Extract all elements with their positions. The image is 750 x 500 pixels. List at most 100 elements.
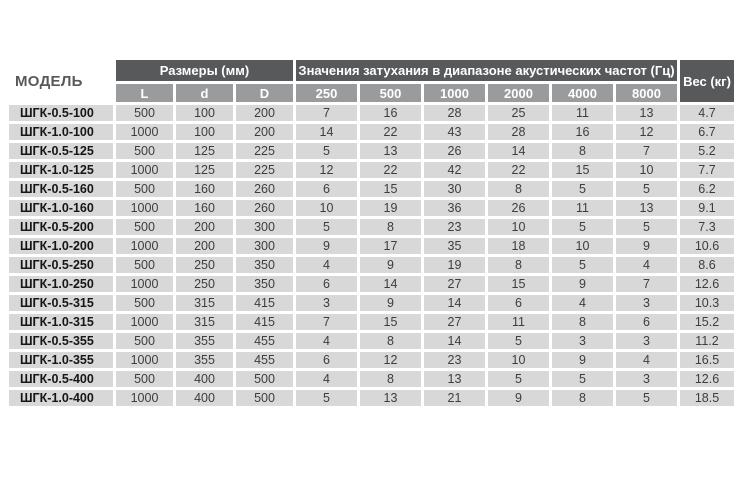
weight-column-header: Вес (кг) xyxy=(680,60,734,102)
att-8000-cell: 7 xyxy=(616,143,677,159)
dim-L-cell: 1000 xyxy=(116,390,173,406)
dim-L-cell: 500 xyxy=(116,181,173,197)
att-4000-cell: 11 xyxy=(552,200,613,216)
att-4000-cell: 5 xyxy=(552,181,613,197)
att-8000-cell: 3 xyxy=(616,371,677,387)
model-cell: ШГК-0.5-160 xyxy=(9,181,113,197)
att-500-cell: 19 xyxy=(360,200,421,216)
dimensions-group-header: Размеры (мм) xyxy=(116,60,293,81)
att-2000-cell: 15 xyxy=(488,276,549,292)
att-8000-cell: 5 xyxy=(616,219,677,235)
att-1000-cell: 28 xyxy=(424,105,485,121)
att-500-cell: 17 xyxy=(360,238,421,254)
dim-d-cell: 125 xyxy=(176,143,233,159)
att-1000-cell: 36 xyxy=(424,200,485,216)
att-2000-cell: 14 xyxy=(488,143,549,159)
att-2000-cell: 25 xyxy=(488,105,549,121)
table-row: ШГК-1.0-125 1000 125 225 12 22 42 22 15 10 7.7 xyxy=(9,162,734,178)
att-4000-cell: 9 xyxy=(552,352,613,368)
model-cell: ШГК-0.5-355 xyxy=(9,333,113,349)
att-500-cell: 8 xyxy=(360,371,421,387)
dim-d-cell: 160 xyxy=(176,200,233,216)
table-row: ШГК-0.5-200 500 200 300 5 8 23 10 5 5 7.3 xyxy=(9,219,734,235)
col-header-500: 500 xyxy=(360,84,421,102)
att-1000-cell: 27 xyxy=(424,314,485,330)
att-4000-cell: 10 xyxy=(552,238,613,254)
dim-d-cell: 250 xyxy=(176,257,233,273)
weight-cell: 18.5 xyxy=(680,390,734,406)
weight-cell: 8.6 xyxy=(680,257,734,273)
dim-d-cell: 400 xyxy=(176,390,233,406)
dim-d-cell: 100 xyxy=(176,124,233,140)
col-header-4000: 4000 xyxy=(552,84,613,102)
att-1000-cell: 30 xyxy=(424,181,485,197)
att-500-cell: 13 xyxy=(360,390,421,406)
att-4000-cell: 8 xyxy=(552,314,613,330)
att-4000-cell: 3 xyxy=(552,333,613,349)
dim-D-cell: 500 xyxy=(236,390,293,406)
model-cell: ШГК-0.5-125 xyxy=(9,143,113,159)
dim-d-cell: 200 xyxy=(176,238,233,254)
att-4000-cell: 4 xyxy=(552,295,613,311)
dim-L-cell: 500 xyxy=(116,257,173,273)
att-4000-cell: 11 xyxy=(552,105,613,121)
model-cell: ШГК-1.0-100 xyxy=(9,124,113,140)
att-1000-cell: 27 xyxy=(424,276,485,292)
col-header-2000: 2000 xyxy=(488,84,549,102)
att-500-cell: 15 xyxy=(360,181,421,197)
dim-d-cell: 200 xyxy=(176,219,233,235)
header-sub-row: L d D 250 500 1000 2000 4000 8000 xyxy=(9,84,734,102)
table-row: ШГК-0.5-400 500 400 500 4 8 13 5 5 3 12.6 xyxy=(9,371,734,387)
att-250-cell: 6 xyxy=(296,276,357,292)
att-500-cell: 12 xyxy=(360,352,421,368)
dim-L-cell: 1000 xyxy=(116,314,173,330)
model-cell: ШГК-1.0-400 xyxy=(9,390,113,406)
att-500-cell: 15 xyxy=(360,314,421,330)
model-cell: ШГК-1.0-125 xyxy=(9,162,113,178)
table-row: ШГК-0.5-315 500 315 415 3 9 14 6 4 3 10.3 xyxy=(9,295,734,311)
att-2000-cell: 9 xyxy=(488,390,549,406)
att-4000-cell: 5 xyxy=(552,371,613,387)
att-250-cell: 7 xyxy=(296,314,357,330)
model-cell: ШГК-1.0-200 xyxy=(9,238,113,254)
att-250-cell: 12 xyxy=(296,162,357,178)
table-row: ШГК-1.0-315 1000 315 415 7 15 27 11 8 6 15.2 xyxy=(9,314,734,330)
att-4000-cell: 8 xyxy=(552,143,613,159)
att-250-cell: 7 xyxy=(296,105,357,121)
att-4000-cell: 5 xyxy=(552,257,613,273)
table-row: ШГК-0.5-100 500 100 200 7 16 28 25 11 13 4.7 xyxy=(9,105,734,121)
att-500-cell: 14 xyxy=(360,276,421,292)
att-1000-cell: 35 xyxy=(424,238,485,254)
model-cell: ШГК-0.5-315 xyxy=(9,295,113,311)
dim-L-cell: 500 xyxy=(116,219,173,235)
att-500-cell: 8 xyxy=(360,333,421,349)
model-cell: ШГК-1.0-160 xyxy=(9,200,113,216)
dim-D-cell: 415 xyxy=(236,314,293,330)
model-cell: ШГК-1.0-355 xyxy=(9,352,113,368)
weight-cell: 12.6 xyxy=(680,276,734,292)
dim-D-cell: 260 xyxy=(236,200,293,216)
att-250-cell: 5 xyxy=(296,390,357,406)
dim-D-cell: 455 xyxy=(236,333,293,349)
dim-d-cell: 355 xyxy=(176,333,233,349)
dim-d-cell: 100 xyxy=(176,105,233,121)
att-250-cell: 14 xyxy=(296,124,357,140)
col-header-250: 250 xyxy=(296,84,357,102)
att-8000-cell: 4 xyxy=(616,352,677,368)
att-2000-cell: 8 xyxy=(488,257,549,273)
att-8000-cell: 7 xyxy=(616,276,677,292)
dim-d-cell: 125 xyxy=(176,162,233,178)
att-2000-cell: 22 xyxy=(488,162,549,178)
att-1000-cell: 13 xyxy=(424,371,485,387)
att-4000-cell: 9 xyxy=(552,276,613,292)
dim-D-cell: 225 xyxy=(236,162,293,178)
dim-L-cell: 500 xyxy=(116,371,173,387)
table-row: ШГК-1.0-355 1000 355 455 6 12 23 10 9 4 16.5 xyxy=(9,352,734,368)
table-row: ШГК-0.5-250 500 250 350 4 9 19 8 5 4 8.6 xyxy=(9,257,734,273)
dim-L-cell: 500 xyxy=(116,143,173,159)
att-250-cell: 9 xyxy=(296,238,357,254)
att-8000-cell: 12 xyxy=(616,124,677,140)
att-1000-cell: 26 xyxy=(424,143,485,159)
table-row: ШГК-1.0-200 1000 200 300 9 17 35 18 10 9 10.6 xyxy=(9,238,734,254)
